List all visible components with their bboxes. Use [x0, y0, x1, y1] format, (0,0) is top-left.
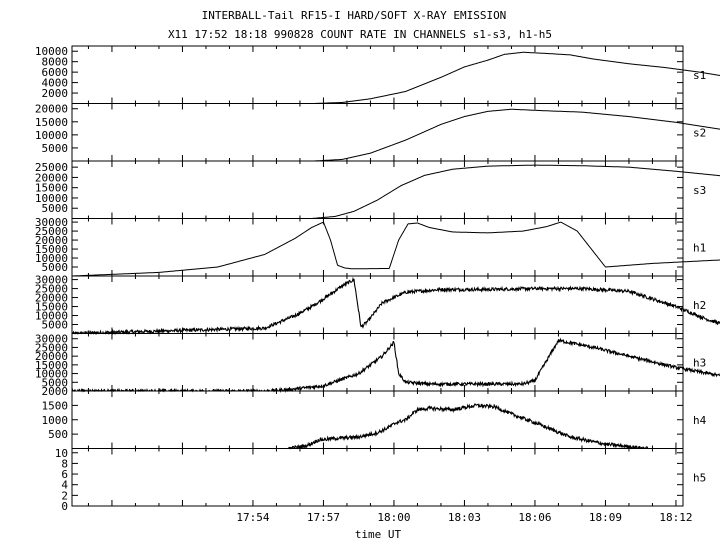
- y-tick-label-h3: 25000: [35, 341, 68, 354]
- series-line-h1: [72, 221, 720, 277]
- y-tick-label-h5: 6: [61, 468, 68, 481]
- x-tick-label: 18:12: [659, 511, 692, 524]
- x-tick-label: 18:09: [589, 511, 622, 524]
- panel-frame-s3: [71, 160, 684, 219]
- panel-label-h2: h2: [693, 299, 706, 312]
- panel-label-h4: h4: [693, 414, 707, 427]
- y-tick-label-h5: 10: [55, 447, 68, 460]
- panel-frame-h4: [71, 390, 684, 449]
- series-line-h4: [287, 403, 649, 450]
- series-line-s3: [311, 164, 720, 219]
- x-tick-label: 17:54: [236, 511, 269, 524]
- y-tick-label-s2: 15000: [35, 116, 68, 129]
- y-tick-label-h1: 20000: [35, 234, 68, 247]
- y-tick-label-h2: 15000: [35, 301, 68, 314]
- y-tick-label-h5: 4: [61, 479, 68, 492]
- y-tick-label-h1: 10000: [35, 252, 68, 265]
- panel-label-s1: s1: [693, 69, 706, 82]
- series-line-h2: [71, 276, 720, 336]
- series-line-s2: [314, 108, 720, 162]
- panel-label-h5: h5: [693, 471, 706, 484]
- y-tick-label-h3: 15000: [35, 359, 68, 372]
- x-axis-label: time UT: [355, 528, 402, 541]
- y-tick-label-h1: 15000: [35, 243, 68, 256]
- panel-label-s3: s3: [693, 184, 706, 197]
- panel-label-h3: h3: [693, 356, 706, 369]
- chart-subtitle: X11 17:52 18:18 990828 COUNT RATE IN CHA…: [168, 28, 552, 41]
- series-line-s1: [314, 51, 720, 104]
- y-tick-label-s1: 10000: [35, 45, 68, 58]
- y-tick-label-h2: 10000: [35, 310, 68, 323]
- y-tick-label-h3: 10000: [35, 368, 68, 381]
- panel-frame-h1: [71, 218, 684, 277]
- chart-panels: s1100008000600040002000s2200001500010000…: [35, 45, 720, 524]
- y-tick-label-h2: 25000: [35, 283, 68, 296]
- y-tick-label-s1: 6000: [42, 66, 69, 79]
- y-tick-label-s3: 25000: [35, 161, 68, 174]
- panel-frame-h5: [71, 448, 684, 507]
- y-tick-label-h3: 20000: [35, 350, 68, 363]
- y-tick-label-h3: 30000: [35, 333, 68, 346]
- panel-frame-h2: [71, 275, 684, 334]
- y-tick-label-h5: 0: [61, 500, 68, 513]
- y-tick-label-h1: 5000: [42, 261, 69, 274]
- y-tick-label-h1: 30000: [35, 216, 68, 229]
- y-tick-label-h4: 1500: [42, 399, 69, 412]
- y-tick-label-s1: 2000: [42, 87, 69, 100]
- y-tick-label-s1: 4000: [42, 77, 69, 90]
- panel-label-h1: h1: [693, 241, 706, 254]
- y-tick-label-h5: 2: [61, 489, 68, 502]
- series-line-h3: [71, 337, 720, 393]
- y-tick-label-h4: 2000: [42, 385, 69, 398]
- y-tick-label-h5: 8: [61, 457, 68, 470]
- y-tick-label-s2: 20000: [35, 103, 68, 116]
- x-tick-label: 18:06: [518, 511, 551, 524]
- y-tick-label-s3: 5000: [42, 202, 69, 215]
- y-tick-label-h3: 5000: [42, 376, 69, 389]
- y-tick-label-h2: 30000: [35, 274, 68, 287]
- y-tick-label-h4: 500: [48, 428, 68, 441]
- y-tick-label-s1: 8000: [42, 56, 69, 69]
- panel-label-s2: s2: [693, 126, 706, 139]
- y-tick-label-s3: 15000: [35, 182, 68, 195]
- y-tick-label-h1: 25000: [35, 225, 68, 238]
- y-tick-label-s3: 20000: [35, 171, 68, 184]
- panel-frame-h3: [71, 333, 684, 392]
- panel-frame-s1: [71, 45, 684, 104]
- x-tick-label: 18:00: [377, 511, 410, 524]
- y-tick-label-s3: 10000: [35, 192, 68, 205]
- y-tick-label-h2: 20000: [35, 292, 68, 305]
- y-tick-label-s2: 5000: [42, 142, 69, 155]
- y-tick-label-s2: 10000: [35, 129, 68, 142]
- panel-frame-s2: [71, 103, 684, 162]
- chart-title: INTERBALL-Tail RF15-I HARD/SOFT X-RAY EM…: [202, 9, 507, 22]
- x-tick-label: 17:57: [307, 511, 340, 524]
- y-tick-label-h2: 5000: [42, 319, 69, 332]
- x-tick-label: 18:03: [448, 511, 481, 524]
- y-tick-label-h4: 1000: [42, 414, 69, 427]
